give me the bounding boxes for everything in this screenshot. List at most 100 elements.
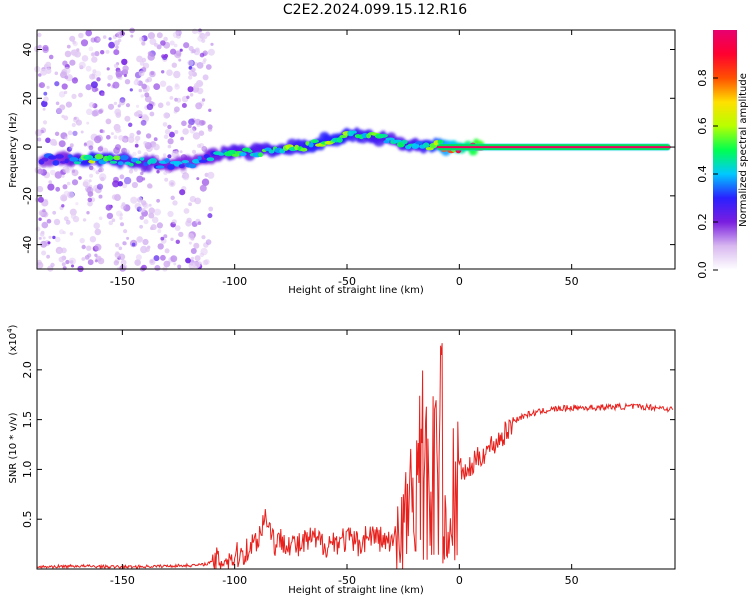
noise-speck xyxy=(114,40,120,46)
noise-speck xyxy=(161,54,166,59)
y-tick-label: 1.0 xyxy=(21,461,34,479)
noise-speck xyxy=(207,171,215,179)
noise-speck xyxy=(188,118,195,126)
noise-speck xyxy=(138,70,145,77)
noise-speck xyxy=(56,107,63,114)
noise-speck xyxy=(125,103,131,108)
trace-core xyxy=(378,133,388,138)
noise-speck xyxy=(85,84,92,91)
noise-speck xyxy=(119,174,125,180)
noise-speck xyxy=(113,260,120,266)
noise-speck xyxy=(134,135,141,141)
trace-core xyxy=(218,152,225,156)
noise-speck xyxy=(55,101,60,106)
noise-speck xyxy=(46,85,50,89)
noise-speck xyxy=(140,171,144,176)
noise-speck xyxy=(154,265,161,271)
noise-speck xyxy=(153,143,160,151)
noise-speck xyxy=(135,78,139,82)
noise-speck xyxy=(164,129,171,135)
noise-speck xyxy=(174,106,180,113)
noise-speck xyxy=(87,259,94,266)
noise-speck xyxy=(50,262,55,268)
trace-core xyxy=(155,165,165,169)
noise-speck xyxy=(168,131,175,138)
noise-speck xyxy=(119,97,126,103)
trace-core xyxy=(422,142,430,148)
noise-speck xyxy=(204,259,210,265)
trace-core xyxy=(411,143,420,149)
noise-speck xyxy=(141,264,147,271)
noise-speck xyxy=(163,36,168,42)
noise-speck xyxy=(107,74,113,81)
noise-speck xyxy=(37,137,42,142)
noise-speck xyxy=(196,62,204,69)
noise-speck xyxy=(141,83,148,90)
noise-speck xyxy=(72,130,78,136)
noise-speck xyxy=(65,101,72,108)
colorbar-tick-label: 0.6 xyxy=(696,117,709,135)
trace-core xyxy=(206,157,215,162)
noise-speck xyxy=(167,210,174,218)
noise-speck xyxy=(119,216,123,220)
noise-speck xyxy=(123,176,132,185)
noise-speck xyxy=(112,81,120,89)
noise-speck xyxy=(163,234,168,239)
noise-speck xyxy=(71,179,79,186)
noise-speck xyxy=(208,108,212,113)
noise-speck xyxy=(173,70,181,79)
noise-speck xyxy=(54,131,60,136)
noise-speck xyxy=(86,245,92,251)
noise-speck xyxy=(89,236,97,243)
noise-speck xyxy=(196,87,204,95)
noise-speck xyxy=(171,150,179,158)
noise-speck xyxy=(164,248,170,254)
noise-speck xyxy=(201,38,206,43)
noise-speck xyxy=(157,229,162,234)
noise-speck xyxy=(170,255,178,263)
snr-plot-area xyxy=(37,330,675,569)
noise-speck xyxy=(187,233,195,240)
noise-speck xyxy=(146,145,153,153)
noise-speck xyxy=(201,235,206,240)
trace-core xyxy=(55,154,64,159)
noise-speck xyxy=(140,245,148,254)
noise-speck xyxy=(67,130,73,136)
noise-speck xyxy=(123,241,127,246)
x-tick-label: -100 xyxy=(222,275,247,288)
noise-speck xyxy=(153,137,158,142)
noise-speck xyxy=(143,62,150,69)
noise-speck xyxy=(45,137,51,144)
noise-speck xyxy=(78,32,84,39)
noise-speck xyxy=(122,183,128,189)
noise-speck xyxy=(112,180,120,188)
noise-speck xyxy=(63,216,69,222)
noise-speck xyxy=(145,247,150,253)
noise-speck xyxy=(105,49,110,54)
noise-speck xyxy=(179,150,183,154)
noise-speck xyxy=(71,122,76,128)
x-tick-label: 0 xyxy=(456,275,463,288)
colorbar-tick-label: 0.2 xyxy=(696,213,709,231)
noise-speck xyxy=(170,48,177,55)
noise-speck xyxy=(150,259,154,264)
colorbar-label: Normalized spectral amplitude xyxy=(738,73,749,227)
noise-speck xyxy=(133,168,138,172)
noise-speck xyxy=(94,87,99,92)
noise-speck xyxy=(98,167,104,173)
noise-speck xyxy=(141,177,146,181)
noise-speck xyxy=(186,217,192,223)
noise-speck xyxy=(162,153,167,157)
noise-speck xyxy=(94,243,102,251)
trace-core xyxy=(339,134,348,139)
noise-speck xyxy=(203,58,207,62)
noise-speck xyxy=(47,241,51,245)
noise-speck xyxy=(48,180,52,184)
trace-core xyxy=(336,137,343,143)
noise-speck xyxy=(161,70,165,74)
snr-x-label: Height of straight line (km) xyxy=(288,585,424,596)
noise-speck xyxy=(144,92,150,98)
noise-speck xyxy=(53,218,61,226)
noise-speck xyxy=(46,218,52,224)
